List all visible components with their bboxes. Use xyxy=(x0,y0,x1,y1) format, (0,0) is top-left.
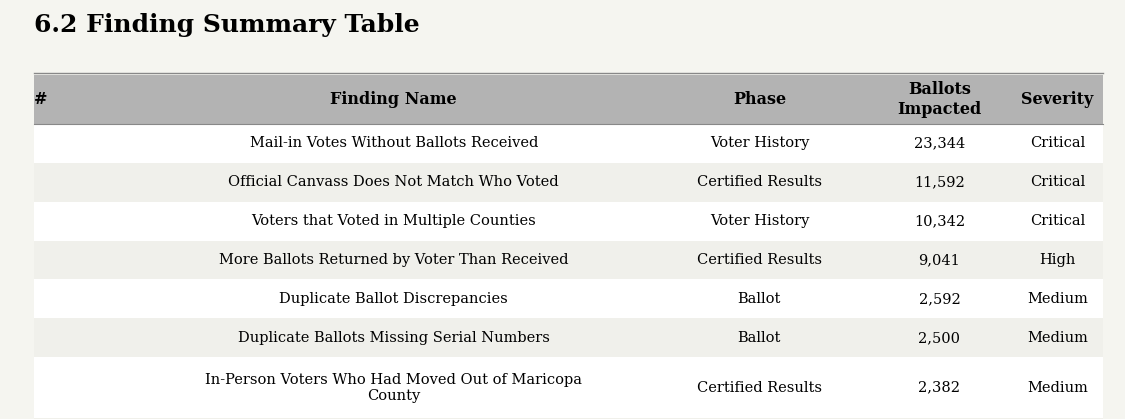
Text: Duplicate Ballot Discrepancies: Duplicate Ballot Discrepancies xyxy=(279,292,508,306)
Text: Medium: Medium xyxy=(1027,380,1088,395)
Text: In-Person Voters Who Had Moved Out of Maricopa
County: In-Person Voters Who Had Moved Out of Ma… xyxy=(205,372,583,403)
Text: Mail-in Votes Without Ballots Received: Mail-in Votes Without Ballots Received xyxy=(250,136,538,150)
Text: Ballots
Impacted: Ballots Impacted xyxy=(898,81,981,118)
Text: Official Canvass Does Not Match Who Voted: Official Canvass Does Not Match Who Vote… xyxy=(228,175,559,189)
Text: Certified Results: Certified Results xyxy=(696,175,822,189)
Text: Critical: Critical xyxy=(1029,136,1086,150)
Text: Finding Name: Finding Name xyxy=(331,91,457,108)
Text: Ballot: Ballot xyxy=(738,292,781,306)
Text: 2,500: 2,500 xyxy=(918,331,961,345)
Text: #: # xyxy=(34,91,47,108)
Text: Voter History: Voter History xyxy=(710,136,809,150)
Text: Certified Results: Certified Results xyxy=(696,253,822,267)
Text: Severity: Severity xyxy=(1022,91,1094,108)
Text: Medium: Medium xyxy=(1027,292,1088,306)
Text: Phase: Phase xyxy=(732,91,786,108)
Text: 11,592: 11,592 xyxy=(914,175,965,189)
Text: Certified Results: Certified Results xyxy=(696,380,822,395)
Text: 23,344: 23,344 xyxy=(914,136,965,150)
Text: Critical: Critical xyxy=(1029,214,1086,228)
Bar xyxy=(34,241,1102,279)
Bar xyxy=(34,279,1102,318)
Text: Voters that Voted in Multiple Counties: Voters that Voted in Multiple Counties xyxy=(251,214,537,228)
Text: Duplicate Ballots Missing Serial Numbers: Duplicate Ballots Missing Serial Numbers xyxy=(237,331,550,345)
Text: 2,382: 2,382 xyxy=(918,380,961,395)
Text: Critical: Critical xyxy=(1029,175,1086,189)
Text: High: High xyxy=(1040,253,1076,267)
Text: Medium: Medium xyxy=(1027,331,1088,345)
Bar xyxy=(34,124,1102,163)
Bar xyxy=(34,163,1102,202)
Text: Ballot: Ballot xyxy=(738,331,781,345)
Text: 10,342: 10,342 xyxy=(914,214,965,228)
Text: Voter History: Voter History xyxy=(710,214,809,228)
Bar xyxy=(34,318,1102,357)
Bar xyxy=(34,202,1102,241)
Text: More Ballots Returned by Voter Than Received: More Ballots Returned by Voter Than Rece… xyxy=(219,253,568,267)
Bar xyxy=(34,357,1102,418)
Bar xyxy=(34,75,1102,124)
Text: 2,592: 2,592 xyxy=(918,292,961,306)
Text: 9,041: 9,041 xyxy=(918,253,961,267)
Text: 6.2 Finding Summary Table: 6.2 Finding Summary Table xyxy=(34,13,420,36)
Bar xyxy=(34,418,1102,419)
